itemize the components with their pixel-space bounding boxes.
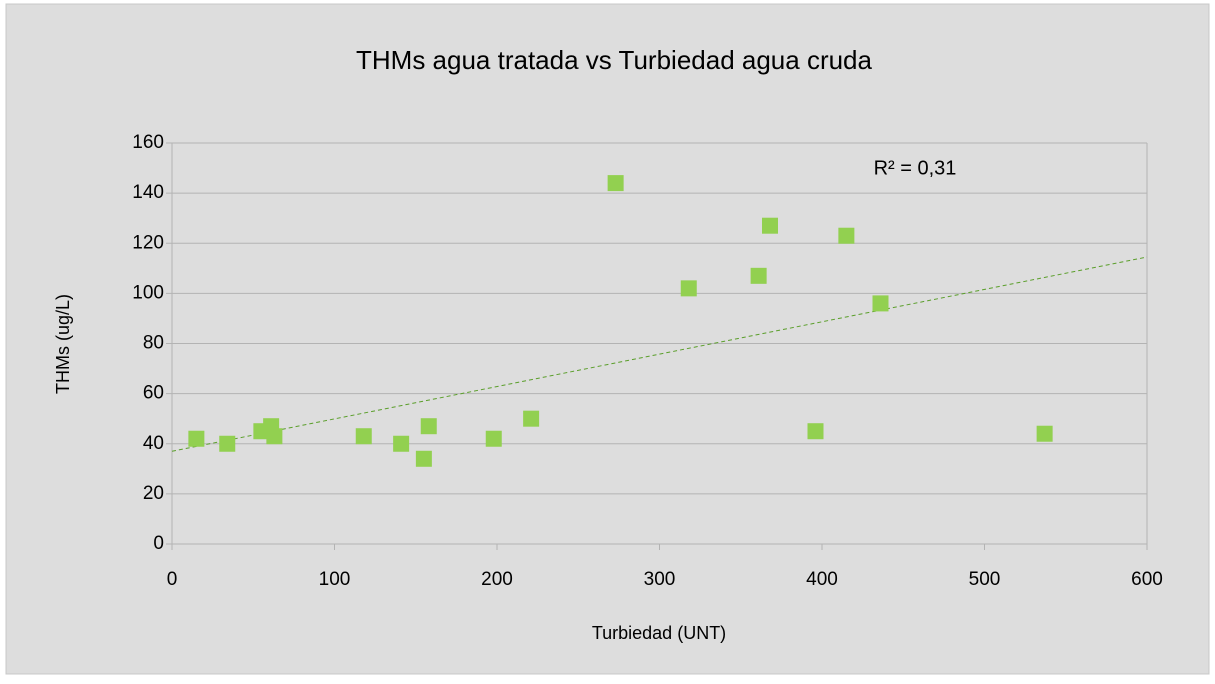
y-tick-label: 20	[143, 483, 164, 504]
x-tick-label: 500	[969, 569, 1001, 590]
scatter-point	[188, 430, 205, 447]
y-tick-label: 160	[132, 132, 164, 153]
scatter-point	[355, 428, 372, 445]
y-tick-label: 140	[132, 182, 164, 203]
scatter-point	[872, 295, 889, 312]
scatter-point	[415, 450, 432, 467]
y-tick-label: 0	[153, 533, 164, 554]
y-tick-label: 60	[143, 383, 164, 404]
scatter-point	[680, 280, 697, 297]
scatter-point	[420, 418, 437, 435]
chart-title: THMs agua tratada vs Turbiedad agua crud…	[356, 45, 873, 75]
x-tick-label: 200	[481, 569, 513, 590]
x-tick-label: 0	[167, 569, 178, 590]
scatter-point	[762, 217, 778, 234]
scatter-point	[485, 430, 502, 447]
x-axis-label: Turbiedad (UNT)	[592, 623, 726, 643]
scatter-point	[838, 227, 855, 244]
x-tick-label: 300	[644, 569, 676, 590]
x-tick-label: 100	[319, 569, 351, 590]
y-axis-label: THMs (ug/L)	[53, 294, 73, 394]
y-tick-label: 40	[143, 433, 164, 454]
scatter-point	[523, 410, 540, 427]
chart-background	[5, 3, 1210, 675]
x-tick-label: 400	[806, 569, 838, 590]
scatter-point	[219, 435, 236, 452]
scatter-point	[750, 267, 767, 284]
trendline	[171, 256, 1148, 452]
x-tick-label: 600	[1131, 569, 1163, 590]
scatter-point	[266, 428, 283, 445]
y-tick-label: 80	[143, 333, 164, 354]
scatter-point	[393, 435, 410, 452]
y-tick-label: 120	[132, 232, 164, 253]
r-squared-annotation: R² = 0,31	[874, 157, 957, 179]
y-tick-label: 100	[132, 282, 164, 303]
scatter-point	[1036, 425, 1053, 442]
scatter-point	[607, 175, 624, 192]
scatter-point	[807, 423, 824, 440]
